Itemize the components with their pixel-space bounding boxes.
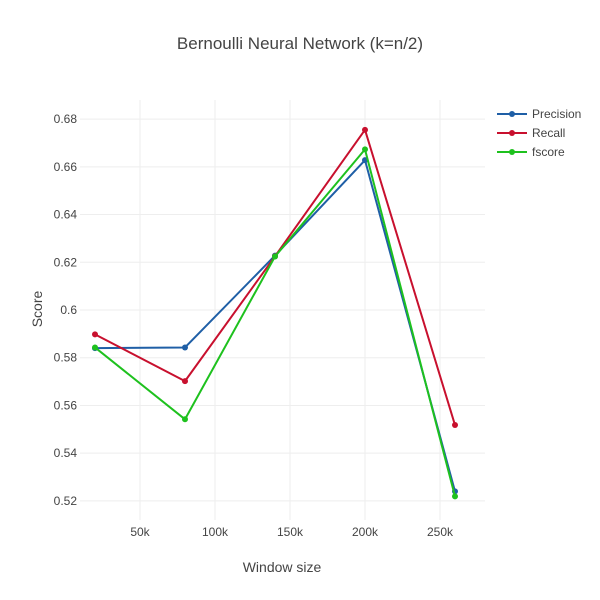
- data-point-fscore[interactable]: [452, 493, 458, 500]
- series-line-recall[interactable]: [94, 128, 456, 426]
- y-tick-label: 0.58: [54, 351, 78, 365]
- legend-label: fscore: [532, 145, 565, 159]
- y-tick-label: 0.68: [54, 112, 78, 126]
- legend[interactable]: Precision Recall fscore: [497, 107, 581, 159]
- series-precision[interactable]: [92, 157, 458, 495]
- legend-swatch-marker: [509, 111, 515, 117]
- legend-label: Recall: [532, 126, 565, 140]
- y-tick-label: 0.64: [54, 208, 78, 222]
- series-fscore[interactable]: [92, 146, 458, 500]
- grid-lines: [80, 100, 485, 520]
- x-tick-label: 50k: [130, 525, 150, 539]
- series-line-fscore[interactable]: [94, 148, 456, 497]
- x-axis-title: Window size: [243, 559, 322, 575]
- data-point-fscore[interactable]: [272, 253, 278, 260]
- series-group: [92, 126, 458, 500]
- data-point-recall[interactable]: [452, 422, 458, 429]
- legend-swatch-marker: [509, 149, 515, 155]
- y-tick-label: 0.56: [54, 398, 78, 412]
- y-axis-ticks: 0.52 0.54 0.56 0.58 0.6 0.62 0.64 0.66 0.68: [54, 112, 78, 508]
- data-point-recall[interactable]: [182, 378, 188, 385]
- x-tick-label: 150k: [277, 525, 304, 539]
- data-point-precision[interactable]: [182, 344, 188, 351]
- chart-title: Bernoulli Neural Network (k=n/2): [177, 34, 423, 53]
- series-line-precision[interactable]: [94, 159, 456, 492]
- series-recall[interactable]: [92, 126, 458, 429]
- x-tick-label: 100k: [202, 525, 229, 539]
- data-point-fscore[interactable]: [182, 416, 188, 423]
- x-tick-label: 200k: [352, 525, 379, 539]
- y-tick-label: 0.54: [54, 446, 78, 460]
- legend-item-recall[interactable]: Recall: [497, 126, 565, 140]
- x-tick-label: 250k: [427, 525, 454, 539]
- y-tick-label: 0.52: [54, 494, 78, 508]
- legend-label: Precision: [532, 107, 581, 121]
- y-tick-label: 0.66: [54, 160, 78, 174]
- legend-item-fscore[interactable]: fscore: [497, 145, 565, 159]
- y-tick-label: 0.6: [60, 303, 77, 317]
- y-axis-title: Score: [29, 291, 45, 328]
- legend-swatch-marker: [509, 130, 515, 136]
- x-axis-ticks: 50k 100k 150k 200k 250k: [130, 525, 454, 539]
- legend-item-precision[interactable]: Precision: [497, 107, 581, 121]
- data-point-fscore[interactable]: [362, 146, 368, 153]
- data-point-recall[interactable]: [362, 126, 368, 133]
- y-tick-label: 0.62: [54, 255, 78, 269]
- data-point-fscore[interactable]: [92, 344, 98, 351]
- data-point-recall[interactable]: [92, 331, 98, 338]
